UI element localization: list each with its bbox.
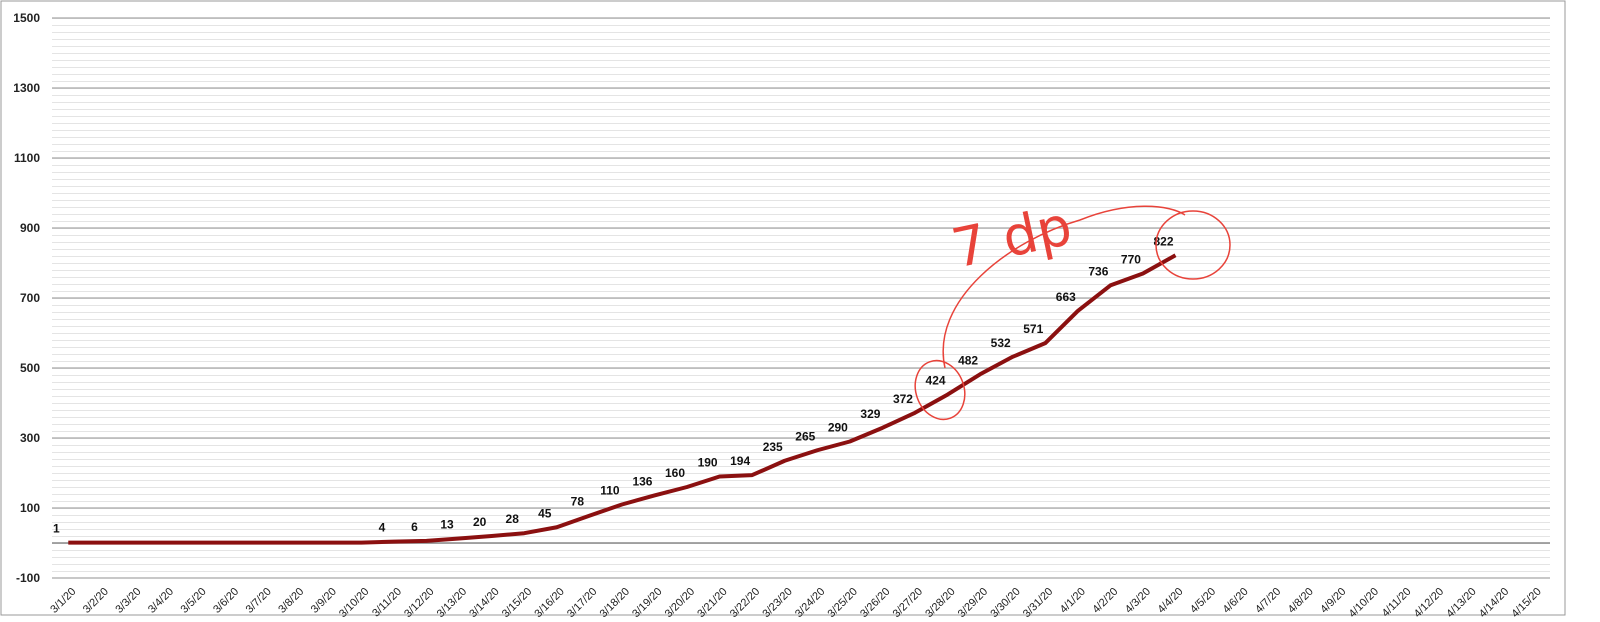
data-label: 110 <box>600 484 620 498</box>
data-label: 190 <box>698 456 718 470</box>
data-label: 329 <box>860 407 880 421</box>
handwriting <box>914 205 1231 421</box>
data-label: 736 <box>1088 264 1108 278</box>
data-label: 13 <box>440 517 454 531</box>
data-label: 194 <box>730 454 750 468</box>
y-tick-label: 900 <box>20 221 40 235</box>
data-label: 770 <box>1121 253 1141 267</box>
data-label: 372 <box>893 392 913 406</box>
data-label: 1 <box>53 522 60 536</box>
data-label: 571 <box>1023 322 1043 336</box>
data-label: 6 <box>411 520 418 534</box>
y-tick-label: 1300 <box>13 81 40 95</box>
y-tick-label: 700 <box>20 291 40 305</box>
y-tick-label: 100 <box>20 501 40 515</box>
y-tick-label: -100 <box>16 571 40 585</box>
data-label: 424 <box>926 374 946 388</box>
data-label: 822 <box>1153 234 1173 248</box>
data-label: 482 <box>958 353 978 367</box>
y-tick-label: 1500 <box>13 11 40 25</box>
data-label: 28 <box>506 512 520 526</box>
data-label: 532 <box>991 336 1011 350</box>
data-label: 663 <box>1056 290 1076 304</box>
data-label: 265 <box>795 429 815 443</box>
data-label: 20 <box>473 515 487 529</box>
data-label: 45 <box>538 506 552 520</box>
y-tick-label: 1100 <box>14 151 40 165</box>
data-label: 136 <box>632 474 652 488</box>
data-label: 160 <box>665 466 685 480</box>
data-label: 78 <box>571 495 585 509</box>
line <box>68 253 1177 545</box>
data-label: 235 <box>763 440 783 454</box>
data-label: 4 <box>379 521 386 535</box>
y-tick-label: 500 <box>20 361 40 375</box>
data-label: 290 <box>828 421 848 435</box>
y-tick-label: 300 <box>20 431 40 445</box>
